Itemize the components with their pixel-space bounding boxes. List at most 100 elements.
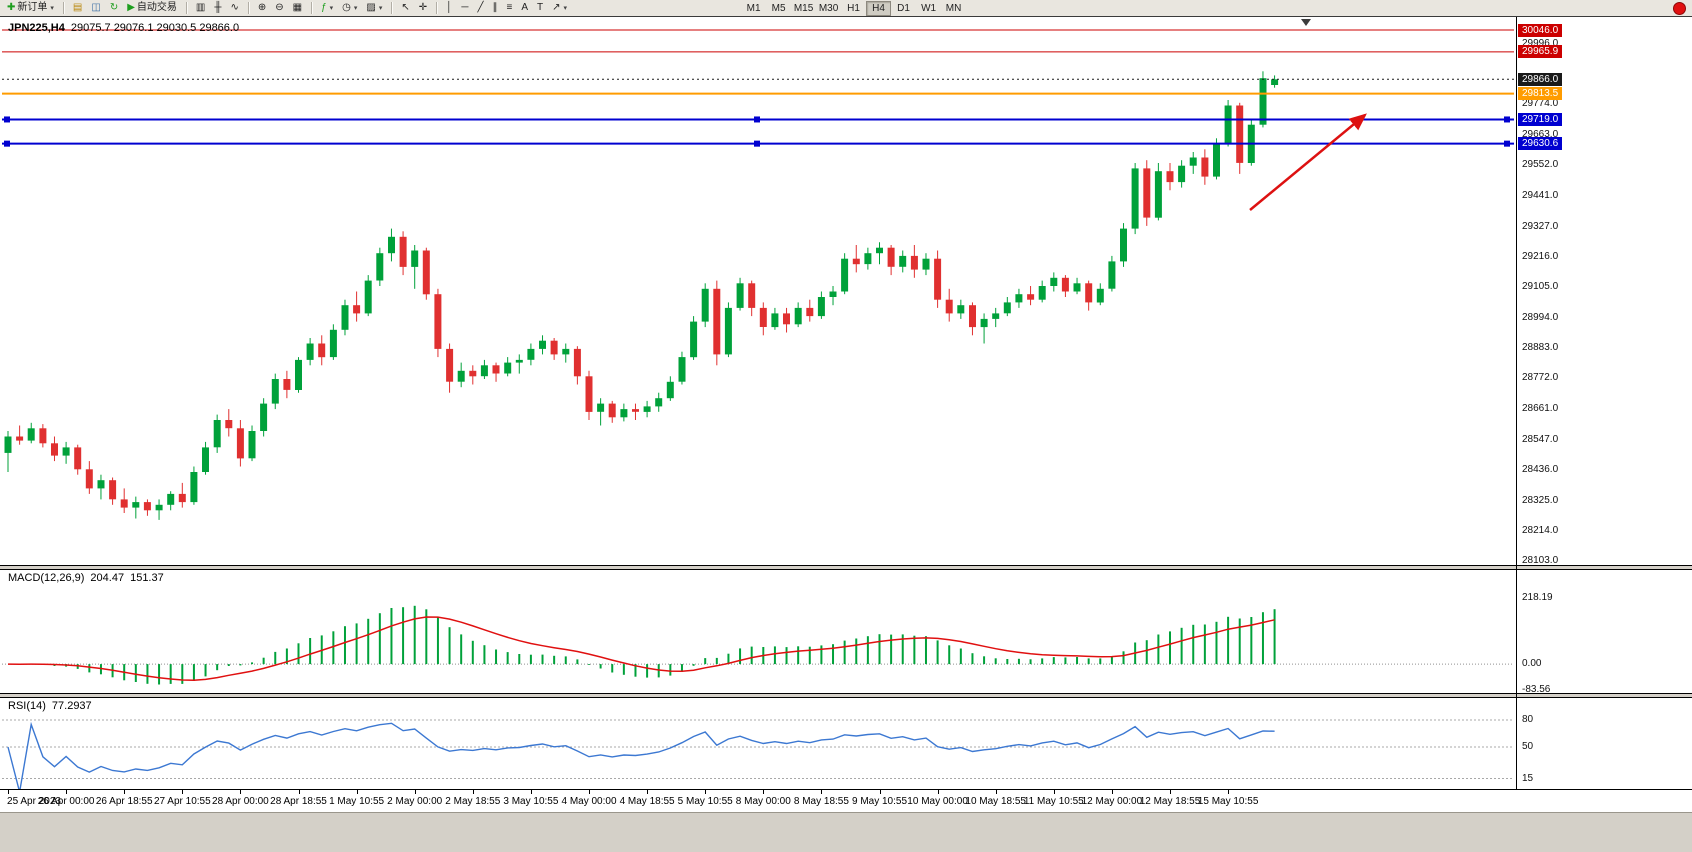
time-tick xyxy=(1170,790,1171,794)
timeframe-m30[interactable]: M30 xyxy=(816,1,841,16)
zoom-out-button[interactable]: ⊖ xyxy=(271,1,287,16)
price-scale-label: 29663.0 xyxy=(1522,128,1559,140)
macd-scale-label: 0.00 xyxy=(1522,658,1542,670)
timeframe-m1[interactable]: M1 xyxy=(741,1,766,16)
fibonacci-button[interactable]: ≡ xyxy=(503,1,517,16)
cursor-button[interactable]: ↖ xyxy=(397,1,413,16)
time-tick xyxy=(66,790,68,794)
panel-splitter[interactable] xyxy=(0,565,1692,570)
time-label: 4 May 18:55 xyxy=(619,796,675,807)
blue-level-line-2-badge: 29630.6 xyxy=(1518,137,1563,151)
bar-chart-button[interactable]: ▥ xyxy=(192,1,209,16)
timeframe-m15[interactable]: M15 xyxy=(791,1,816,16)
resistance-line-upper-badge: 30046.0 xyxy=(1518,23,1563,37)
chart-shift-marker[interactable] xyxy=(1301,19,1311,26)
horizontal-line-icon: ─ xyxy=(461,2,469,13)
toolbar-separator xyxy=(391,2,393,14)
time-label: 28 Apr 18:55 xyxy=(270,796,327,807)
new-order-icon: ✚ xyxy=(7,2,16,13)
new-order-button-label: 新订单 xyxy=(17,2,48,13)
indicators-button[interactable]: ƒ ▾ xyxy=(317,1,337,16)
timeframe-w1[interactable]: W1 xyxy=(916,1,941,16)
time-label: 25 Apr 2023 xyxy=(7,796,61,807)
caret-down-icon: ▾ xyxy=(378,4,383,12)
line-chart-button[interactable]: ∿ xyxy=(226,1,242,16)
price-scale-label: 28325.0 xyxy=(1522,494,1559,506)
toolbar-separator xyxy=(247,2,249,14)
time-label: 2 May 00:00 xyxy=(387,796,443,807)
time-label: 2 May 18:55 xyxy=(445,796,501,807)
label-icon: T xyxy=(537,2,544,13)
toolbar-button-group: ✚ 新订单 ▾ ▤ ◫ ↻ ▶ 自动交易 ▥ ╫ ∿ ⊕ ⊖ ▦ ƒ ▾ ◷ ▾ ▨ ▾ ↖ ✛ │ ─ ╱ ∥ ≡ A T ↗ ▾ xyxy=(3,1,571,16)
macd-axis[interactable]: 218.19 0.00 -83.56 xyxy=(1517,570,1692,695)
vertical-line-button[interactable]: │ xyxy=(442,1,456,16)
crosshair-icon: ✛ xyxy=(418,2,428,13)
candlestick-icon: ╫ xyxy=(214,2,222,13)
time-label: 28 Apr 00:00 xyxy=(212,796,269,807)
timeframe-h1[interactable]: H1 xyxy=(841,1,866,16)
price-axis[interactable]: 29996.0 29774.0 29663.0 29552.0 29441.0 29327… xyxy=(1517,18,1692,566)
time-tick xyxy=(182,790,184,794)
rsi-label: RSI(14) 77.2937 xyxy=(8,700,98,712)
panel-splitter[interactable] xyxy=(0,693,1692,698)
window-bottom-strip xyxy=(0,812,1692,852)
time-label: 4 May 00:00 xyxy=(561,796,617,807)
tile-windows-button[interactable]: ▦ xyxy=(289,1,306,16)
label-button[interactable]: T xyxy=(533,1,547,16)
periods-button[interactable]: ◷ ▾ xyxy=(338,1,361,16)
timeframe-mn[interactable]: MN xyxy=(941,1,966,16)
time-axis[interactable]: 25 Apr 2023 26 Apr 00:00 26 Apr 18:55 27 Ap… xyxy=(0,789,1692,812)
autotrade-button[interactable]: ▶ 自动交易 xyxy=(123,1,181,16)
zoom-in-button[interactable]: ⊕ xyxy=(254,1,270,16)
time-tick xyxy=(821,790,823,794)
price-scale-label: 29105.0 xyxy=(1522,281,1559,293)
channel-button[interactable]: ∥ xyxy=(489,1,502,16)
macd-panel[interactable] xyxy=(0,570,1516,693)
resistance-line-lower-badge: 29965.9 xyxy=(1518,45,1563,59)
price-scale-label: 28214.0 xyxy=(1522,525,1559,537)
time-tick xyxy=(995,790,997,794)
macd-value-signal: 151.37 xyxy=(130,572,164,584)
time-label: 26 Apr 18:55 xyxy=(95,796,153,807)
time-tick xyxy=(240,790,242,794)
shapes-button[interactable]: ↗ ▾ xyxy=(548,1,571,16)
time-tick xyxy=(8,790,9,794)
template-icon: ▨ xyxy=(366,2,376,13)
candlestick-button[interactable]: ╫ xyxy=(210,1,225,16)
timeframe-d1[interactable]: D1 xyxy=(891,1,916,16)
alert-icon[interactable] xyxy=(1673,1,1686,15)
text-icon: A xyxy=(521,2,529,13)
new-order-button[interactable]: ✚ 新订单 ▾ xyxy=(3,1,58,16)
rsi-name: RSI(14) xyxy=(8,700,46,712)
toolbar-separator xyxy=(62,2,64,14)
time-label: 10 May 18:55 xyxy=(965,796,1026,807)
time-tick xyxy=(298,790,300,794)
macd-scale-label: -83.56 xyxy=(1522,683,1551,695)
macd-name: MACD(12,26,9) xyxy=(8,572,85,584)
charts-icon: ▤ xyxy=(72,2,83,13)
vertical-line-icon: │ xyxy=(446,2,453,13)
profiles-button[interactable]: ◫ xyxy=(87,1,104,16)
trendline-button[interactable]: ╱ xyxy=(474,1,488,16)
horizontal-line-button[interactable]: ─ xyxy=(457,1,472,16)
bid-price-line-badge: 29866.0 xyxy=(1518,72,1563,86)
price-chart[interactable] xyxy=(0,18,1516,565)
axis-separator xyxy=(1516,17,1517,790)
time-tick xyxy=(356,790,358,794)
tile-windows-icon: ▦ xyxy=(292,2,303,13)
rsi-value: 77.2937 xyxy=(51,700,92,712)
charts-button[interactable]: ▤ xyxy=(69,1,86,16)
price-scale-label: 29441.0 xyxy=(1522,189,1559,201)
text-button[interactable]: A xyxy=(517,1,532,16)
rsi-axis[interactable]: 80 50 15 xyxy=(1517,698,1692,789)
time-label: 3 May 10:55 xyxy=(503,796,559,807)
timeframe-toolbar: M1 M5 M15 M30 H1 H4 D1 W1 MN xyxy=(741,0,966,16)
rsi-panel[interactable] xyxy=(0,698,1516,789)
templates-button[interactable]: ▨ ▾ xyxy=(362,1,386,16)
time-label: 27 Apr 10:55 xyxy=(153,796,211,807)
timeframe-m5[interactable]: M5 xyxy=(766,1,791,16)
refresh-button[interactable]: ↻ xyxy=(106,1,122,16)
crosshair-button[interactable]: ✛ xyxy=(415,1,431,16)
timeframe-h4[interactable]: H4 xyxy=(866,0,892,16)
rsi-scale-label: 80 xyxy=(1522,714,1534,725)
